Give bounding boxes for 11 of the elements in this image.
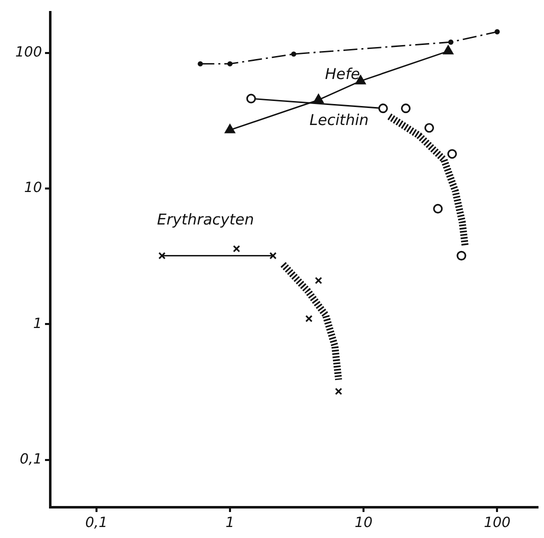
y-tick-label: 0,1 (20, 452, 42, 468)
x-tick-label: 100 (484, 515, 511, 532)
series-label: Erythracyten (157, 210, 254, 229)
x-tick-label: 0,1 (85, 515, 108, 532)
y-tick-label: 1 (33, 316, 42, 332)
x-tick-label: 10 (354, 515, 373, 532)
y-tick-label: 10 (24, 180, 42, 196)
y-tick-label: 100 (15, 44, 42, 60)
series-label: Lecithin (310, 111, 369, 130)
x-tick-label: 1 (225, 515, 234, 532)
series-label: Hefe (324, 64, 360, 83)
